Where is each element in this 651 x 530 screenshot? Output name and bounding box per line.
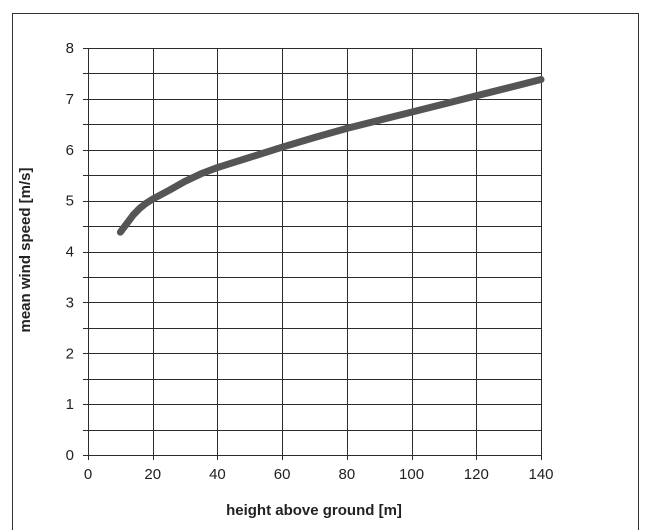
x-tick-label: 40 xyxy=(209,466,226,483)
y-axis-label: mean wind speed [m/s] xyxy=(17,167,34,332)
series-line xyxy=(116,76,545,236)
y-tick-label: 4 xyxy=(66,244,74,261)
y-tick-label: 3 xyxy=(66,294,74,311)
y-tick-label: 5 xyxy=(66,193,74,210)
grid xyxy=(83,48,542,460)
y-tick-label: 8 xyxy=(66,40,74,57)
x-tick-label: 140 xyxy=(528,466,553,483)
x-tick-label: 20 xyxy=(144,466,161,483)
series-group xyxy=(116,76,545,236)
y-tick-label: 6 xyxy=(66,142,74,159)
x-axis-label: height above ground [m] xyxy=(226,502,402,519)
x-tick-label: 60 xyxy=(274,466,291,483)
x-tick-label: 0 xyxy=(84,466,92,483)
x-tick-label: 100 xyxy=(399,466,424,483)
y-tick-label: 7 xyxy=(66,91,74,108)
y-tick-label: 1 xyxy=(66,396,74,413)
y-tick-label: 0 xyxy=(66,447,74,464)
y-tick-label: 2 xyxy=(66,345,74,362)
x-tick-label: 120 xyxy=(464,466,489,483)
y-tick-labels: 0 1 2 3 4 5 6 7 8 xyxy=(66,40,74,464)
x-tick-label: 80 xyxy=(339,466,356,483)
x-tick-labels: 0 20 40 60 80 100 120 140 xyxy=(84,466,554,483)
